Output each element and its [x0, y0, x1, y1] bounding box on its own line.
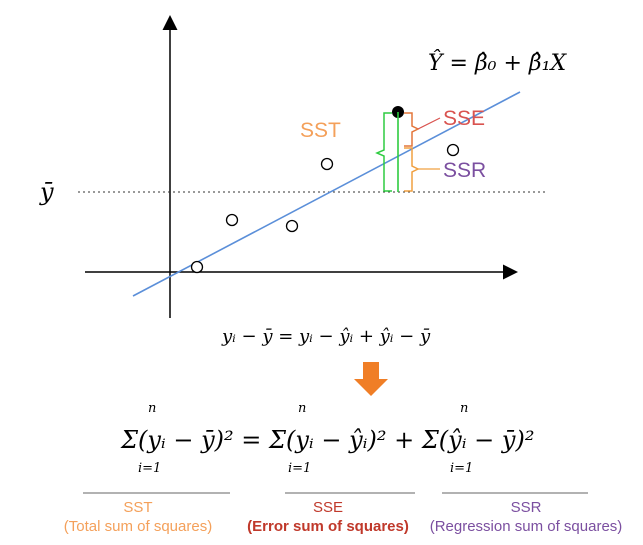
- sse-term-name: SSE: [313, 499, 343, 516]
- ssr-term-desc: (Regression sum of squares): [430, 518, 623, 535]
- sum-upper-3: n: [460, 401, 468, 416]
- data-point: [446, 143, 460, 157]
- sum-lower-3: i=1: [450, 461, 473, 476]
- sst-term-desc: (Total sum of squares): [64, 518, 212, 535]
- sum-lower-2: i=1: [288, 461, 311, 476]
- sum-upper-2: n: [298, 401, 306, 416]
- ssr-label: SSR: [443, 159, 486, 182]
- deviation-equation: yᵢ − ȳ = yᵢ − ŷᵢ + ŷᵢ − ȳ: [221, 326, 431, 347]
- sse-bracket: [404, 112, 420, 147]
- ssr-bracket: [404, 147, 420, 192]
- regression-equation: Ŷ = β̂₀ + β̂₁X: [428, 49, 567, 76]
- data-point: [225, 213, 239, 227]
- sst-label: SST: [300, 119, 341, 142]
- ssr-term-name: SSR: [511, 499, 542, 516]
- data-point: [285, 219, 299, 233]
- sse-label: SSE: [443, 107, 485, 130]
- data-point: [320, 157, 334, 171]
- sum-upper-1: n: [148, 401, 156, 416]
- sst-bracket: [375, 112, 392, 192]
- sum-equation: Σ(yᵢ − ȳ)² = Σ(yᵢ − ŷᵢ)² + Σ(ŷᵢ − ȳ)²: [120, 426, 534, 454]
- sse-connector: [417, 117, 441, 130]
- data-point: [190, 260, 204, 274]
- sum-lower-1: i=1: [138, 461, 161, 476]
- sst-term-name: SST: [123, 499, 152, 516]
- ybar-label: ȳ: [39, 178, 54, 206]
- sse-term-desc: (Error sum of squares): [247, 518, 409, 535]
- down-arrow-icon: [354, 362, 388, 396]
